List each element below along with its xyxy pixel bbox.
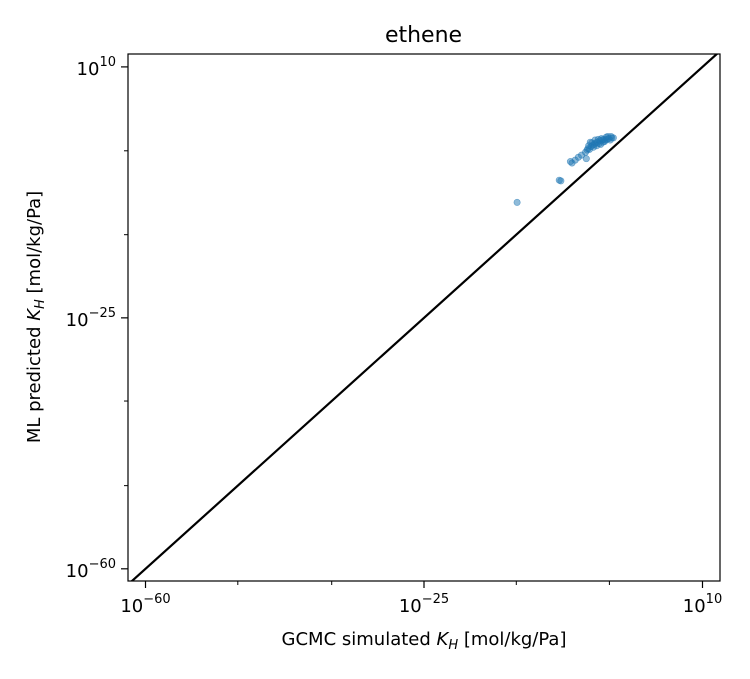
y-tick-label-exponent: −60 [89,557,116,572]
y-tick-label-exponent: −25 [89,306,116,321]
y-axis-label: ML predicted KH [mol/kg/Pa] [24,191,48,443]
y-axis-label-suffix: [mol/kg/Pa] [24,191,45,299]
y-axis-label-subscript: H [33,299,48,309]
scatter-point [607,132,615,140]
y-tick-label: 1010 [77,55,116,80]
plot-area [127,53,721,582]
x-tick-label-exponent: −60 [143,592,170,607]
scatter-series [513,132,617,206]
x-tick-label-exponent: 10 [706,592,723,607]
x-tick-label: 10−60 [120,592,170,617]
x-tick-label-base: 10 [399,596,422,617]
x-tick-label: 10−25 [399,592,449,617]
x-axis-label-prefix: GCMC simulated [282,629,437,650]
y-tick-label-base: 10 [77,59,100,80]
y-tick-label-base: 10 [66,310,89,331]
x-tick-label-base: 10 [683,596,706,617]
scatter-point [582,155,590,163]
x-axis-label-suffix: [mol/kg/Pa] [458,629,566,650]
x-axis-label-subscript: H [448,638,458,653]
identity-line [130,54,719,581]
x-tick-label-exponent: −25 [422,592,449,607]
y-axis-label-symbol: K [24,308,45,321]
x-axis-ticks: 10−60 10−25 1010 [120,581,722,617]
y-tick-label-exponent: 10 [99,55,116,70]
data-layer [130,54,719,581]
x-tick-label: 1010 [683,592,722,617]
chart-title: ethene [385,23,462,48]
y-tick-label: 10−25 [66,306,116,331]
scatter-point [585,142,593,150]
y-tick-label-base: 10 [66,561,89,582]
y-tick-label: 10−60 [66,557,116,582]
y-axis-label-prefix: ML predicted [24,321,45,443]
x-tick-label-base: 10 [120,596,143,617]
scatter-point [557,177,565,185]
x-axis-label: GCMC simulated KH [mol/kg/Pa] [282,629,567,653]
x-axis-label-symbol: K [437,629,450,650]
scatter-point [513,198,521,206]
